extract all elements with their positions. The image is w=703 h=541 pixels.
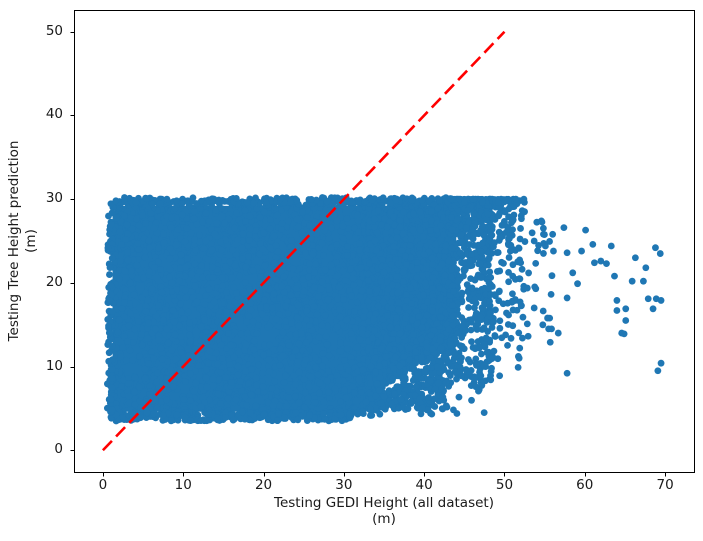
y-axis-label: Testing Tree Height prediction (m) — [6, 71, 42, 411]
y-axis-label-text: Testing Tree Height prediction — [6, 140, 22, 342]
x-axis-label-text: Testing GEDI Height (all dataset) — [274, 495, 494, 511]
x-axis-label: Testing GEDI Height (all dataset) (m) — [74, 495, 694, 527]
x-axis-label-unit: (m) — [372, 511, 396, 527]
y-axis-label-unit: (m) — [23, 229, 39, 253]
